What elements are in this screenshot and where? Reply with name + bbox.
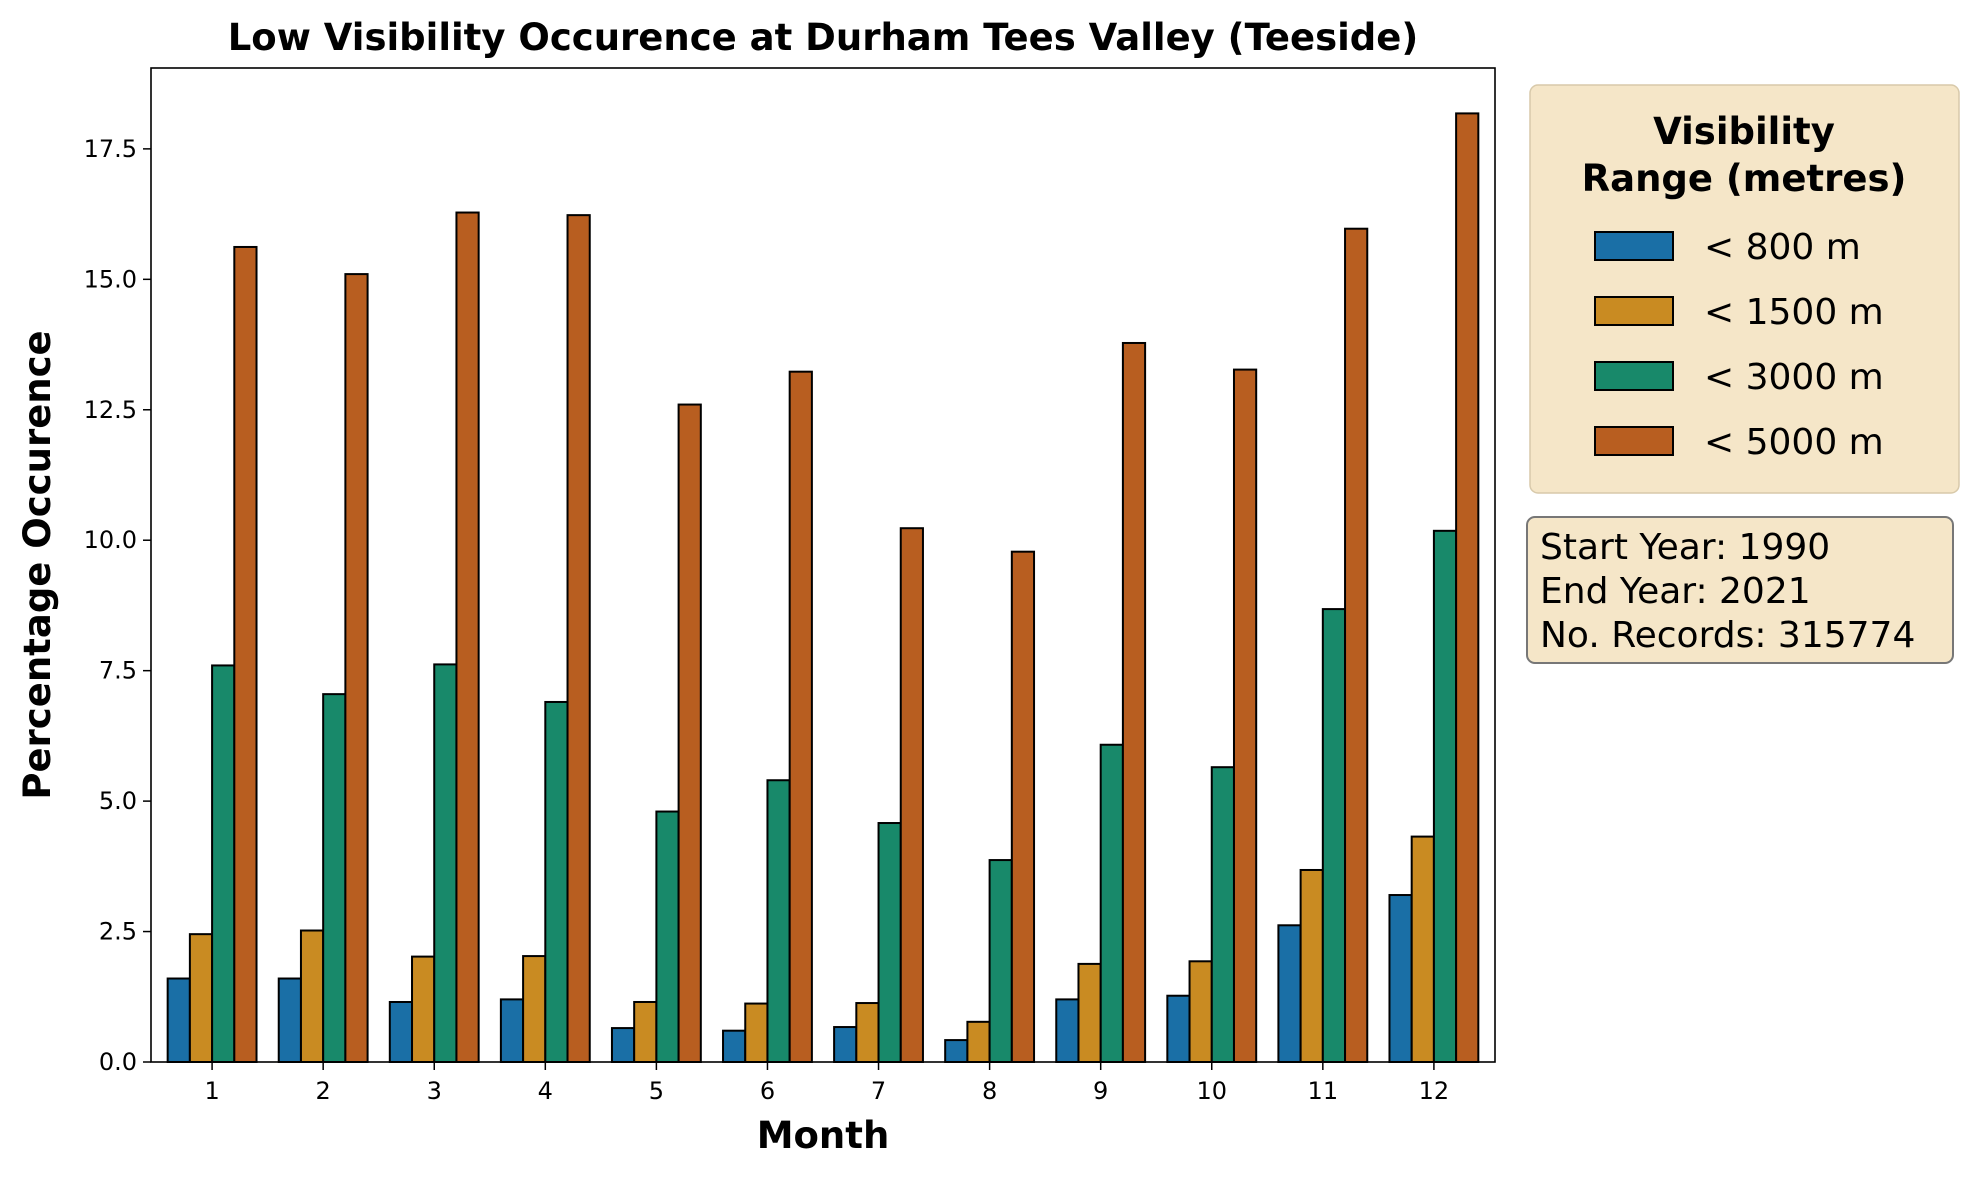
- chart-title: Low Visibility Occurence at Durham Tees …: [228, 16, 1419, 59]
- bar-series3-month-1: [211, 664, 236, 1063]
- legend-title-line-2: Range (metres): [1582, 157, 1907, 200]
- bar-series4-month-8: [1010, 550, 1036, 1063]
- bar-series4-month-4: [566, 214, 591, 1063]
- x-tick-label: 1: [204, 1077, 219, 1105]
- bar-series3-month-3: [433, 663, 458, 1064]
- bar-series2-month-2: [299, 929, 325, 1064]
- bar-series1-month-5: [610, 1027, 636, 1063]
- y-tick-label: 10.0: [84, 526, 137, 554]
- y-tick-label: 0.0: [99, 1048, 137, 1076]
- plot-frame: [150, 67, 1496, 1063]
- bar-series3-month-7: [877, 822, 902, 1064]
- y-axis: 0.0 2.5 5.0 7.5 10.0 12.5 15.0 17.5: [84, 135, 151, 1076]
- y-tick-label: 12.5: [84, 396, 137, 424]
- bar-series1-month-9: [1055, 998, 1080, 1064]
- bar-series2-month-5: [633, 1000, 658, 1063]
- bar-series4-month-12: [1455, 112, 1480, 1063]
- legend-label-series2: < 1500 m: [1704, 292, 1884, 333]
- bar-series1-month-3: [388, 1000, 414, 1063]
- y-tick-label: 15.0: [84, 265, 137, 293]
- bar-series4-month-5: [677, 403, 702, 1063]
- legend-label-series4: < 5000 m: [1704, 422, 1884, 463]
- bar-series4-month-1: [233, 245, 258, 1064]
- bar-series3-month-10: [1210, 766, 1235, 1063]
- bar-series2-month-10: [1188, 960, 1213, 1063]
- y-tick-label: 5.0: [99, 787, 137, 815]
- bar-series2-month-3: [411, 955, 436, 1063]
- x-tick-label: 11: [1308, 1077, 1339, 1105]
- y-tick-label: 2.5: [99, 918, 137, 946]
- bar-series3-month-4: [544, 700, 569, 1063]
- bar-series3-month-6: [766, 779, 791, 1063]
- bar-series1-month-4: [499, 998, 525, 1064]
- x-tick-label: 4: [538, 1077, 553, 1105]
- x-tick-label: 5: [649, 1077, 664, 1105]
- legend-label-series3: < 3000 m: [1704, 357, 1884, 398]
- bar-series1-month-8: [944, 1039, 969, 1063]
- bar-series1-month-6: [722, 1029, 747, 1063]
- y-tick-label: 17.5: [84, 135, 137, 163]
- bar-series4-month-3: [455, 211, 480, 1063]
- x-tick-label: 12: [1419, 1077, 1450, 1105]
- bar-series1-month-7: [833, 1026, 858, 1064]
- bar-series3-month-8: [988, 859, 1013, 1063]
- bar-series3-month-11: [1321, 608, 1347, 1064]
- bar-series2-month-9: [1077, 962, 1102, 1064]
- x-axis: 1 2 3 4 5 6 7 8 9 10 11 12: [204, 1062, 1449, 1105]
- bar-series4-month-7: [899, 527, 924, 1063]
- bar-series1-month-2: [277, 977, 302, 1064]
- bar-series4-month-9: [1121, 341, 1147, 1064]
- bar-series2-month-7: [855, 1002, 880, 1063]
- bar-series3-month-9: [1099, 743, 1124, 1063]
- bar-series1-month-10: [1166, 994, 1191, 1063]
- legend: Visibility Range (metres) < 800 m < 1500 …: [1529, 84, 1960, 494]
- bar-series2-month-4: [522, 955, 547, 1064]
- bars-group: [166, 112, 1480, 1064]
- x-tick-label: 3: [427, 1077, 442, 1105]
- legend-swatch-series1: [1594, 231, 1674, 261]
- bar-series4-month-6: [788, 370, 813, 1063]
- y-tick-label: 7.5: [99, 657, 137, 685]
- x-axis-label: Month: [757, 1114, 890, 1157]
- bar-series2-month-12: [1410, 835, 1435, 1064]
- y-axis-label: Percentage Occurence: [16, 330, 59, 799]
- info-end-year: End Year: 2021: [1540, 571, 1811, 612]
- info-box-frame: [1526, 516, 1954, 664]
- bar-series2-month-8: [966, 1020, 991, 1064]
- bar-series1-month-1: [166, 977, 191, 1064]
- legend-title-line-1: Visibility: [1653, 110, 1835, 153]
- bar-series2-month-6: [744, 1002, 769, 1063]
- bar-series1-month-12: [1388, 894, 1413, 1064]
- bar-series3-month-5: [655, 810, 680, 1063]
- info-box: Start Year: 1990 End Year: 2021 No. Reco…: [1526, 516, 1954, 664]
- info-start-year: Start Year: 1990: [1540, 527, 1830, 568]
- bar-series3-month-2: [322, 693, 347, 1063]
- bar-series4-month-2: [344, 273, 369, 1064]
- legend-entries: < 800 m < 1500 m < 3000 m < 5000 m: [1594, 227, 1884, 463]
- x-tick-label: 7: [871, 1077, 886, 1105]
- x-tick-label: 10: [1196, 1077, 1227, 1105]
- info-record-count: No. Records: 315774: [1540, 615, 1915, 656]
- bar-series4-month-10: [1232, 368, 1258, 1063]
- bar-series2-month-11: [1299, 868, 1324, 1063]
- bar-series1-month-11: [1277, 924, 1302, 1063]
- bar-series4-month-11: [1344, 227, 1369, 1063]
- legend-swatch-series4: [1594, 426, 1674, 456]
- legend-swatch-series2: [1594, 296, 1674, 326]
- x-tick-label: 9: [1093, 1077, 1108, 1105]
- legend-swatch-series3: [1594, 361, 1674, 391]
- x-tick-label: 8: [982, 1077, 997, 1105]
- x-tick-label: 6: [760, 1077, 775, 1105]
- x-tick-label: 2: [316, 1077, 331, 1105]
- bar-series2-month-1: [188, 933, 214, 1063]
- bar-series3-month-12: [1432, 529, 1458, 1063]
- legend-label-series1: < 800 m: [1704, 227, 1861, 268]
